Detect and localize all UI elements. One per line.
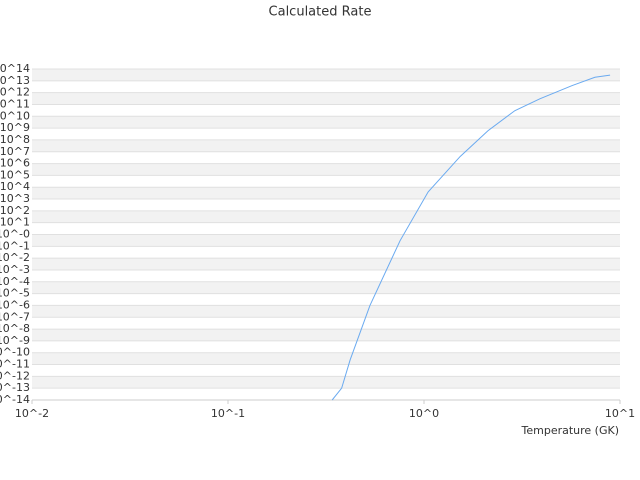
grid-band (32, 210, 620, 223)
y-tick-label: 10^-6 (0, 298, 30, 311)
y-tick-label: 10^3 (0, 192, 30, 205)
y-tick-label: 10^14 (0, 62, 30, 75)
x-tick-label: 10^-1 (211, 407, 245, 420)
chart-title: Calculated Rate (269, 5, 372, 20)
y-tick-label: 10^7 (0, 145, 30, 158)
y-tick-label: 10^1 (0, 216, 30, 229)
y-tick-label: 10^-14 (0, 393, 30, 406)
y-tick-label: 10^-12 (0, 369, 30, 382)
grid-band (32, 163, 620, 176)
y-tick-label: 10^-11 (0, 358, 30, 371)
y-tick-label: 10^-13 (0, 381, 30, 394)
grid-band (32, 187, 620, 200)
y-tick-label: 10^8 (0, 133, 30, 146)
y-tick-label: 10^-5 (0, 287, 30, 300)
grid-band (32, 69, 620, 81)
y-tick-label: 10^9 (0, 121, 30, 134)
y-tick-label: 10^-3 (0, 263, 30, 276)
x-tick-label: 10^1 (605, 407, 635, 420)
grid-band (32, 352, 620, 365)
grid-band (32, 376, 620, 389)
grid-band (32, 92, 620, 105)
y-tick-label: 10^12 (0, 86, 30, 99)
data-line (331, 74, 611, 401)
y-tick-label: 10^-1 (0, 239, 30, 252)
x-tick-label: 10^0 (409, 407, 439, 420)
y-tick-label: 10^4 (0, 180, 30, 193)
y-tick-label: 10^6 (0, 157, 30, 170)
x-tick-label: 10^-2 (15, 407, 49, 420)
y-tick-label: 10^13 (0, 74, 30, 87)
grid-band (32, 258, 620, 270)
y-tick-label: 10^10 (0, 109, 30, 122)
y-tick-label: 10^-2 (0, 251, 30, 264)
y-tick-label: 10^2 (0, 204, 30, 217)
y-tick-label: 10^11 (0, 97, 30, 110)
y-tick-label: 10^-8 (0, 322, 30, 335)
y-tick-label: 10^-9 (0, 334, 30, 347)
y-tick-label: 10^5 (0, 168, 30, 181)
grid-band (32, 305, 620, 318)
y-tick-label: 10^-4 (0, 275, 30, 288)
grid-band (32, 139, 620, 152)
x-axis-label: Temperature (GK) (521, 424, 620, 437)
grid-band (32, 234, 620, 247)
y-tick-label: 10^-0 (0, 228, 30, 241)
y-tick-label: 10^-10 (0, 346, 30, 359)
y-tick-label: 10^-7 (0, 310, 30, 323)
grid-band (32, 329, 620, 341)
grid-band (32, 116, 620, 129)
grid-band (32, 281, 620, 294)
